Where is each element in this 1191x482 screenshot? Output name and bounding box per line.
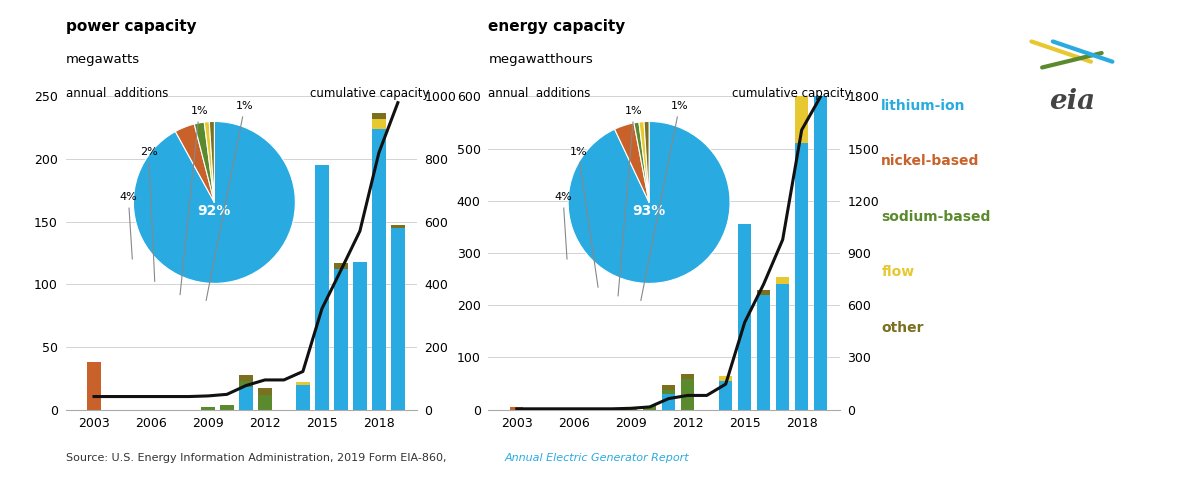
Text: eia: eia: [1049, 88, 1095, 115]
Text: power capacity: power capacity: [66, 19, 197, 34]
Bar: [87, 362, 101, 410]
Bar: [335, 263, 348, 269]
Bar: [719, 381, 732, 410]
Bar: [624, 408, 637, 410]
Bar: [258, 395, 272, 410]
Text: 92%: 92%: [198, 203, 231, 217]
Text: annual  additions: annual additions: [488, 87, 591, 100]
Text: 4%: 4%: [554, 192, 572, 259]
Text: cumulative capacity: cumulative capacity: [310, 87, 429, 100]
Text: lithium-ion: lithium-ion: [881, 99, 966, 113]
Bar: [662, 394, 675, 410]
Bar: [719, 376, 732, 381]
Bar: [354, 262, 367, 410]
Wedge shape: [204, 121, 214, 202]
Bar: [239, 387, 252, 410]
Bar: [239, 381, 252, 387]
Bar: [239, 375, 252, 381]
Wedge shape: [175, 124, 214, 202]
Text: Source: U.S. Energy Information Administration, 2019 Form EIA-860,: Source: U.S. Energy Information Administ…: [66, 453, 449, 463]
Bar: [662, 385, 675, 390]
Wedge shape: [210, 121, 214, 202]
Text: 1%: 1%: [206, 101, 254, 301]
Bar: [373, 119, 386, 129]
Text: 2%: 2%: [139, 147, 157, 281]
Text: 93%: 93%: [632, 203, 666, 217]
Bar: [662, 390, 675, 394]
Text: sodium-based: sodium-based: [881, 210, 991, 224]
Bar: [391, 226, 405, 228]
Wedge shape: [568, 121, 730, 283]
Bar: [201, 407, 214, 410]
Bar: [757, 295, 771, 410]
Text: nickel-based: nickel-based: [881, 154, 980, 169]
Bar: [297, 385, 310, 410]
Wedge shape: [615, 123, 649, 202]
Bar: [643, 405, 656, 410]
Text: 1%: 1%: [569, 147, 598, 287]
Text: 1%: 1%: [180, 107, 208, 295]
Bar: [373, 113, 386, 119]
Text: cumulative capacity: cumulative capacity: [732, 87, 852, 100]
Bar: [220, 405, 233, 410]
Bar: [297, 382, 310, 385]
Bar: [738, 224, 752, 410]
Text: megawatts: megawatts: [66, 53, 139, 66]
Text: annual  additions: annual additions: [66, 87, 168, 100]
Bar: [796, 83, 809, 144]
Text: megawatthours: megawatthours: [488, 53, 593, 66]
Wedge shape: [133, 121, 295, 283]
Bar: [796, 144, 809, 410]
Bar: [681, 374, 694, 379]
Text: flow: flow: [881, 265, 915, 280]
Text: Annual Electric Generator Report: Annual Electric Generator Report: [504, 453, 690, 463]
Bar: [757, 290, 771, 295]
Text: 4%: 4%: [119, 192, 137, 259]
Bar: [258, 388, 272, 395]
Text: other: other: [881, 321, 924, 335]
Bar: [316, 165, 329, 410]
Text: energy capacity: energy capacity: [488, 19, 625, 34]
Bar: [777, 284, 790, 410]
Wedge shape: [194, 122, 214, 202]
Bar: [813, 0, 828, 410]
Bar: [391, 228, 405, 410]
Bar: [335, 269, 348, 410]
Bar: [681, 379, 694, 410]
Wedge shape: [634, 122, 649, 202]
Text: 1%: 1%: [618, 107, 643, 296]
Bar: [796, 76, 809, 83]
Bar: [373, 129, 386, 410]
Bar: [777, 277, 790, 284]
Wedge shape: [644, 121, 649, 202]
Text: 1%: 1%: [641, 101, 688, 301]
Wedge shape: [638, 121, 649, 202]
Bar: [510, 407, 523, 410]
